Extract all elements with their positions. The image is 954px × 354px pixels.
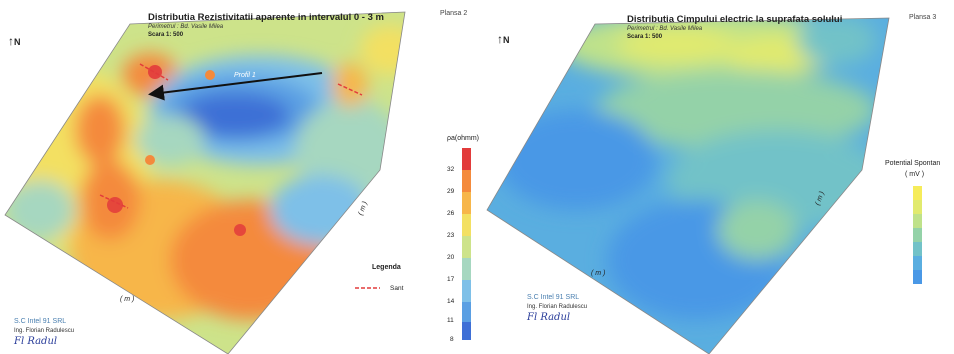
electric-field-map-panel: Distributia Cimpului electric la suprafa… — [477, 0, 954, 354]
right-map-title: Distributia Cimpului electric la suprafa… — [627, 14, 843, 25]
left-axis-unit-bottom: ( m ) — [120, 296, 135, 303]
resistivity-map-surface — [5, 12, 405, 354]
north-arrow-icon: ↑ — [8, 34, 14, 48]
legend-title: Legenda — [372, 264, 401, 271]
resistivity-map-graphic — [4, 11, 471, 354]
right-axis-unit-bottom: ( m ) — [591, 270, 606, 277]
right-map-perimeter: Perimetrul : Bd. Vasile Milea — [627, 26, 703, 32]
north-arrow-icon: ↑ — [497, 32, 503, 46]
right-legend-unit: ( mV ) — [905, 171, 925, 178]
left-engineer: Ing. Florian Radulescu — [14, 328, 75, 334]
right-map-plate: Plansa 3 — [909, 14, 937, 21]
profile-label: Profil 1 — [234, 72, 256, 79]
left-map-scale: Scara 1: 500 — [148, 32, 184, 38]
right-company: S.C Intel 91 SRL — [527, 294, 580, 301]
legend-item-sant: Sant — [390, 285, 404, 292]
resistivity-map-panel: Distributia Rezistivitatii aparente in i… — [4, 10, 479, 354]
left-legend-unit: ρa(ohmm) — [447, 135, 479, 142]
right-north-indicator: ↑N — [497, 32, 510, 46]
profile-arrow — [148, 72, 323, 101]
potential-color-bar — [913, 186, 922, 284]
left-map-perimeter: Perimetrul : Bd. Vasile Milea — [148, 24, 224, 30]
resistivity-color-bar — [462, 148, 471, 340]
electric-field-map-graphic — [486, 17, 922, 354]
right-engineer: Ing. Florian Radulescu — [527, 304, 588, 310]
left-map-plate: Plansa 2 — [440, 10, 468, 17]
right-signature: Fl Radul — [527, 312, 571, 323]
right-legend-title: Potential Spontan — [885, 160, 941, 167]
left-signature: Fl Radul — [14, 336, 58, 347]
left-north-indicator: ↑N — [8, 34, 21, 48]
left-company: S.C Intel 91 SRL — [14, 318, 67, 325]
left-map-title: Distributia Rezistivitatii aparente in i… — [148, 12, 384, 23]
right-map-scale: Scara 1: 500 — [627, 34, 663, 40]
